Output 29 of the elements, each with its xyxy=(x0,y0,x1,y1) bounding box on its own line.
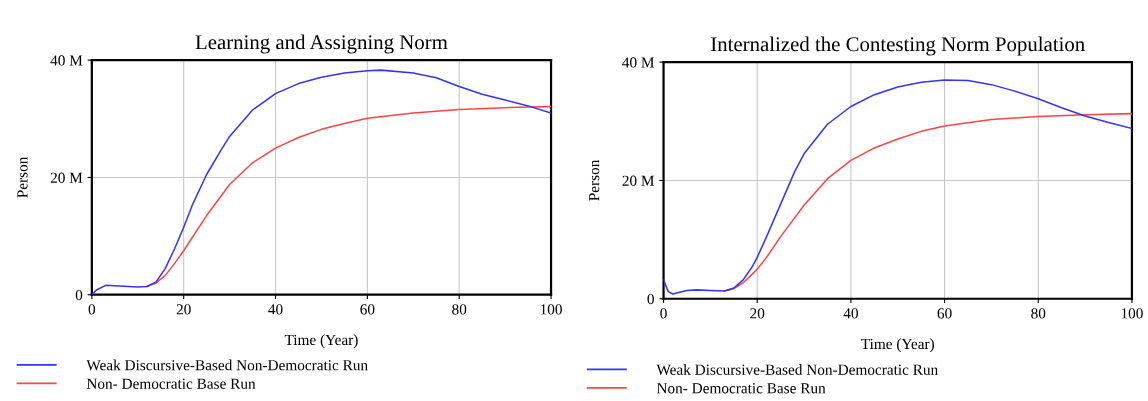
y-tick-label: 40 M xyxy=(50,55,83,66)
x-tick-label: 0 xyxy=(660,308,667,319)
x-tick-label: 40 xyxy=(843,308,858,319)
y-tick-label: 0 xyxy=(75,289,83,301)
chart-title: Learning and Assigning Norm xyxy=(195,34,448,54)
y-axis-title: Person xyxy=(589,159,600,201)
x-tick-label: 60 xyxy=(937,308,952,319)
legend-label: Weak Discursive-Based Non-Democratic Run xyxy=(656,364,938,375)
legend-label: Non- Democratic Base Run xyxy=(656,383,826,394)
x-tick-label: 80 xyxy=(1031,308,1046,319)
y-tick-label: 40 M xyxy=(622,57,655,68)
legend-label: Non- Democratic Base Run xyxy=(86,378,256,389)
x-tick-label: 20 xyxy=(750,308,765,319)
x-axis-title: Time (Year) xyxy=(861,338,934,353)
x-tick-label: 80 xyxy=(452,304,467,315)
y-tick-label: 20 M xyxy=(622,175,655,186)
line-series xyxy=(663,79,1132,295)
x-tick-label: 0 xyxy=(88,304,96,315)
x-tick-label: 60 xyxy=(360,304,375,315)
x-tick-label: 20 xyxy=(176,304,191,315)
legend-label: Weak Discursive-Based Non-Democratic Run xyxy=(86,359,368,371)
x-tick-label: 100 xyxy=(1121,308,1143,319)
chart-title: Internalized the Contesting Norm Population xyxy=(711,36,1085,56)
y-tick-label: 20 M xyxy=(50,172,83,183)
x-tick-label: 100 xyxy=(540,304,562,315)
x-tick-label: 40 xyxy=(268,304,283,315)
y-axis-title: Person xyxy=(17,156,28,198)
x-axis-title: Time (Year) xyxy=(284,334,358,349)
y-tick-label: 0 xyxy=(647,293,654,305)
